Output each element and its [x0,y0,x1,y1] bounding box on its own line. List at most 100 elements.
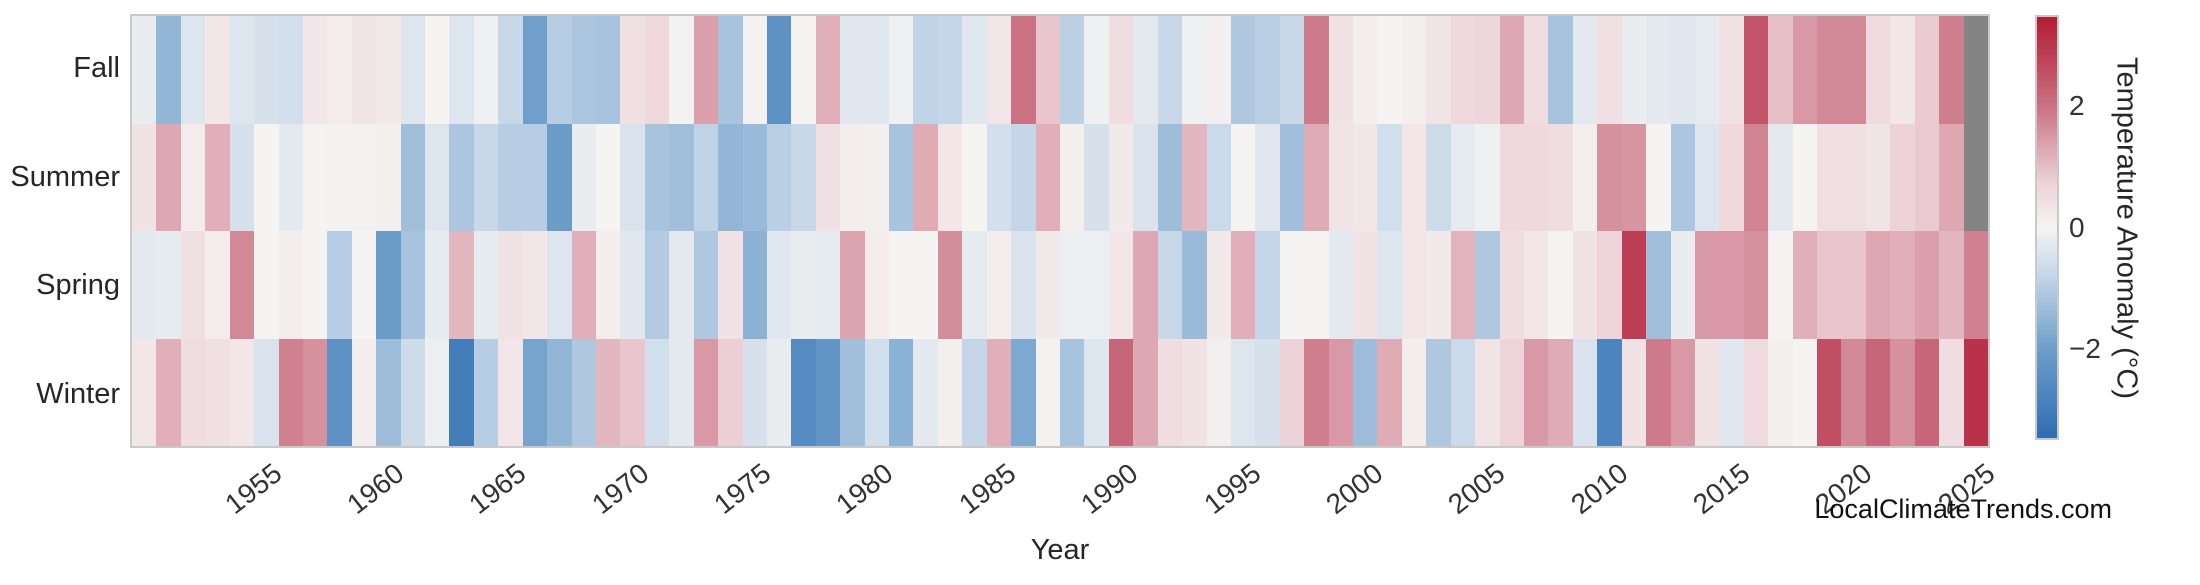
heatmap-cell[interactable] [1475,16,1500,124]
heatmap-cell[interactable] [205,231,230,339]
heatmap-cell[interactable] [1304,338,1329,446]
heatmap-cell[interactable] [864,123,890,231]
heatmap-cell[interactable] [425,123,450,231]
heatmap-cell[interactable] [791,123,816,231]
heatmap-cell[interactable] [937,338,963,446]
heatmap-cell[interactable] [1914,338,1940,446]
heatmap-cell[interactable] [1230,338,1256,446]
heatmap-cell[interactable] [1865,338,1891,446]
heatmap-cell[interactable] [644,338,670,446]
heatmap-cell[interactable] [1133,123,1158,231]
heatmap-cell[interactable] [180,231,206,339]
heatmap-cell[interactable] [1548,231,1573,339]
heatmap-cell[interactable] [1890,338,1915,446]
heatmap-cell[interactable] [351,123,377,231]
heatmap-cell[interactable] [1670,123,1695,231]
heatmap-cell[interactable] [864,16,890,124]
heatmap-cell[interactable] [1792,338,1818,446]
heatmap-cell[interactable] [693,338,719,446]
heatmap-cell[interactable] [327,16,352,124]
heatmap-cell[interactable] [156,338,181,446]
heatmap-cell[interactable] [1499,231,1524,339]
heatmap-cell[interactable] [1670,338,1695,446]
heatmap-cell[interactable] [669,338,694,446]
heatmap-cell[interactable] [547,231,572,339]
heatmap-cell[interactable] [1597,123,1622,231]
heatmap-cell[interactable] [254,16,279,124]
heatmap-cell[interactable] [473,231,499,339]
heatmap-cell[interactable] [254,231,279,339]
heatmap-cell[interactable] [1572,123,1598,231]
heatmap-cell[interactable] [669,16,694,124]
heatmap-cell[interactable] [718,123,743,231]
heatmap-cell[interactable] [986,123,1012,231]
heatmap-cell[interactable] [620,16,645,124]
heatmap-cell[interactable] [571,123,596,231]
heatmap-cell[interactable] [302,16,328,124]
heatmap-cell[interactable] [205,123,230,231]
heatmap-cell[interactable] [1182,338,1207,446]
heatmap-cell[interactable] [1792,231,1818,339]
heatmap-cell[interactable] [351,16,377,124]
heatmap-cell[interactable] [132,123,157,231]
heatmap-cell[interactable] [1133,231,1158,339]
heatmap-cell[interactable] [1279,123,1305,231]
heatmap-cell[interactable] [400,123,426,231]
heatmap-cell[interactable] [1548,123,1573,231]
heatmap-cell[interactable] [962,338,987,446]
heatmap-cell[interactable] [815,123,841,231]
heatmap-cell[interactable] [302,338,328,446]
heatmap-cell[interactable] [1939,123,1964,231]
heatmap-cell[interactable] [1060,16,1085,124]
heatmap-cell[interactable] [351,338,377,446]
heatmap-cell[interactable] [1377,123,1402,231]
heatmap-cell[interactable] [864,231,890,339]
heatmap-cell[interactable] [1401,123,1427,231]
heatmap-cell[interactable] [644,231,670,339]
heatmap-cell[interactable] [1304,123,1329,231]
heatmap-cell[interactable] [840,123,865,231]
heatmap-cell[interactable] [1084,123,1109,231]
heatmap-cell[interactable] [1939,16,1964,124]
heatmap-cell[interactable] [1646,231,1671,339]
heatmap-cell[interactable] [742,338,767,446]
heatmap-cell[interactable] [522,338,548,446]
heatmap-cell[interactable] [1475,231,1500,339]
heatmap-cell[interactable] [1011,16,1036,124]
heatmap-cell[interactable] [1890,231,1915,339]
heatmap-cell[interactable] [1865,231,1891,339]
heatmap-cell[interactable] [1646,338,1671,446]
heatmap-cell[interactable] [791,231,816,339]
heatmap-cell[interactable] [278,231,303,339]
heatmap-cell[interactable] [1157,16,1183,124]
heatmap-cell[interactable] [327,338,352,446]
heatmap-cell[interactable] [156,123,181,231]
heatmap-cell[interactable] [376,123,401,231]
heatmap-cell[interactable] [571,338,596,446]
heatmap-cell[interactable] [913,231,938,339]
heatmap-cell[interactable] [596,123,621,231]
heatmap-cell[interactable] [229,338,255,446]
heatmap-cell[interactable] [742,231,767,339]
heatmap-cell[interactable] [815,338,841,446]
heatmap-cell[interactable] [1475,123,1500,231]
heatmap-cell[interactable] [180,123,206,231]
heatmap-cell[interactable] [644,123,670,231]
heatmap-cell[interactable] [1914,123,1940,231]
heatmap-cell[interactable] [180,16,206,124]
heatmap-cell[interactable] [1255,16,1280,124]
heatmap-cell[interactable] [1621,16,1647,124]
heatmap-cell[interactable] [278,338,303,446]
heatmap-cell[interactable] [1279,231,1305,339]
heatmap-cell[interactable] [376,338,401,446]
heatmap-cell[interactable] [1377,16,1402,124]
heatmap-cell[interactable] [1255,123,1280,231]
heatmap-cell[interactable] [1743,123,1769,231]
heatmap-cell[interactable] [1230,16,1256,124]
heatmap-cell[interactable] [1743,338,1769,446]
heatmap-cell[interactable] [1963,16,1988,124]
heatmap-cell[interactable] [1060,338,1085,446]
heatmap-cell[interactable] [718,16,743,124]
heatmap-cell[interactable] [889,338,914,446]
heatmap-cell[interactable] [1108,16,1134,124]
